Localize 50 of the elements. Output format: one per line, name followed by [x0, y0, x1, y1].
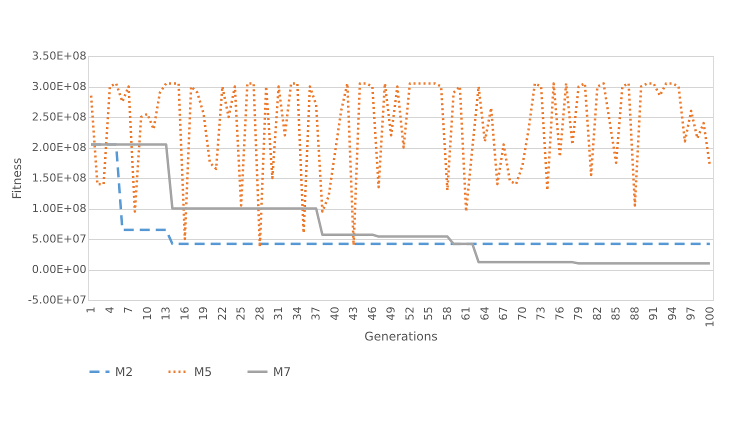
x-tick-label: 4	[103, 306, 116, 314]
x-tick-label: 16	[178, 306, 192, 320]
y-tick-label: 3.50E+08	[32, 50, 86, 62]
x-tick-label: 82	[590, 306, 604, 320]
x-tick-label: 1	[84, 306, 98, 314]
x-tick-label: 7	[122, 306, 136, 314]
x-axis-title: Generations	[364, 329, 438, 344]
x-tick-label: 94	[666, 306, 679, 320]
x-tick-label: 79	[572, 306, 586, 320]
x-tick-label: 49	[384, 306, 398, 320]
x-tick-label: 28	[253, 306, 266, 320]
x-tick-label: 52	[403, 306, 416, 320]
legend-label: M5	[194, 364, 212, 379]
x-tick-label: 13	[160, 306, 173, 320]
y-tick-label: -5.00E+07	[28, 294, 86, 306]
legend-label: M7	[273, 364, 291, 379]
line-series	[90, 82, 712, 248]
y-tick-label: 1.00E+08	[32, 202, 86, 215]
x-tick-label: 22	[216, 306, 229, 320]
x-tick-label: 40	[328, 306, 342, 320]
x-tick-label: 73	[534, 306, 548, 320]
x-tick-label: 55	[422, 306, 436, 320]
x-tick-label: 25	[234, 306, 248, 320]
x-tick-label: 58	[440, 306, 454, 320]
x-tick-label: 100	[703, 306, 716, 328]
x-tick-label: 19	[197, 306, 210, 320]
x-tick-label: 46	[366, 306, 379, 320]
y-tick-label: 1.50E+08	[32, 172, 86, 184]
legend-label: M2	[115, 364, 133, 379]
x-tick-label: 76	[553, 306, 566, 320]
x-tick-label: 43	[347, 306, 360, 320]
x-tick-label: 91	[647, 306, 660, 320]
x-tick-label: 61	[460, 306, 473, 320]
x-tick-label: 37	[310, 306, 323, 320]
x-tick-label: 31	[272, 306, 286, 320]
x-tick-label: 85	[610, 306, 623, 320]
y-tick-label: 5.00E+07	[32, 232, 86, 246]
x-tick-label: 67	[497, 306, 510, 320]
x-tick-label: 10	[140, 306, 154, 320]
x-tick-label: 97	[684, 306, 698, 320]
x-tick-label: 88	[628, 306, 642, 320]
x-tick-label: 34	[290, 306, 304, 320]
y-tick-label: 0.00E+00	[32, 263, 86, 276]
y-tick-label: 2.00E+08	[32, 141, 86, 154]
y-tick-label: 3.00E+08	[32, 80, 86, 93]
x-tick-label: 70	[516, 306, 529, 320]
line-series	[90, 143, 712, 265]
x-tick-label: 64	[478, 306, 492, 320]
y-axis-title: Fitness	[10, 158, 24, 200]
y-tick-label: 2.50E+08	[32, 110, 86, 124]
